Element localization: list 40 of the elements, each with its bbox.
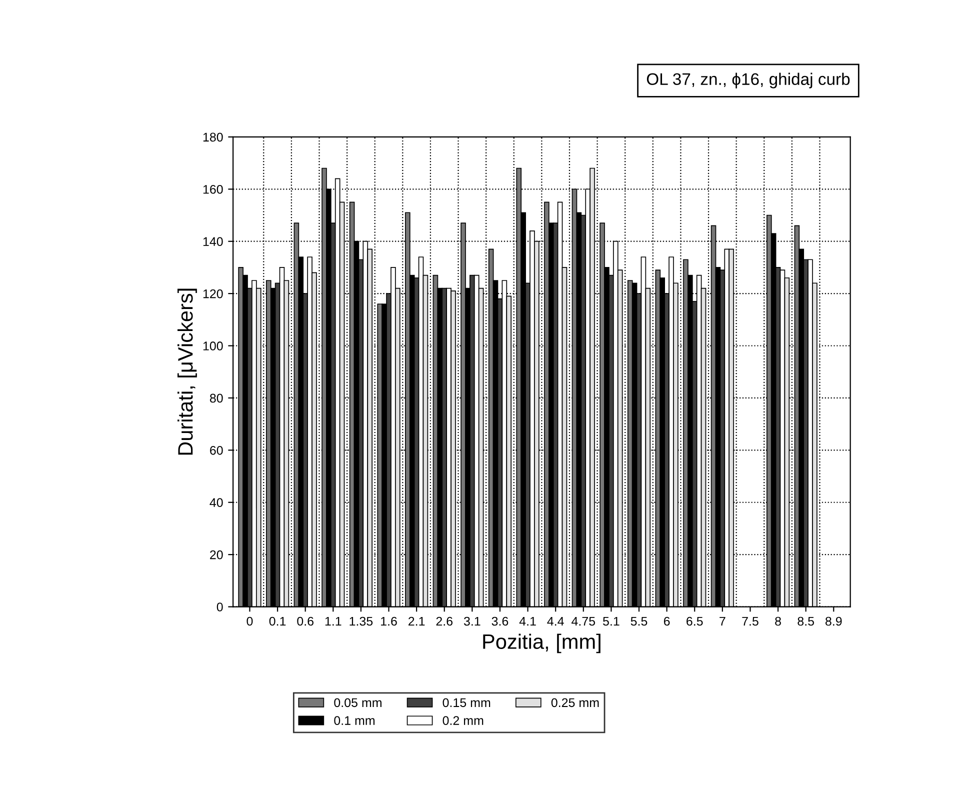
- y-tick-label: 0: [216, 602, 223, 612]
- legend-label: 0.1 mm: [334, 716, 375, 725]
- x-tick-label: 8.9: [826, 616, 842, 626]
- x-axis-title: Pozitia, [mm]: [483, 634, 600, 654]
- x-tick-label: 6.5: [686, 616, 703, 626]
- x-tick-label: 0.1: [269, 616, 286, 626]
- legend-label: 0.2 mm: [442, 716, 484, 725]
- y-tick-label: 100: [203, 342, 223, 350]
- y-tick-label: 60: [210, 446, 223, 455]
- chart-title: OL 37, zn., ϕ16, ghidaj curb: [646, 72, 850, 88]
- x-tick-label: 1.1: [325, 616, 342, 626]
- y-tick-label: 80: [210, 394, 223, 403]
- x-tick-label: 7: [720, 616, 726, 626]
- x-tick-label: 8.5: [798, 616, 814, 626]
- x-tick-label: 0: [246, 616, 253, 626]
- y-tick-label: 160: [203, 184, 223, 194]
- y-tick-label: 180: [203, 132, 223, 142]
- x-tick-label: 2.1: [408, 616, 425, 626]
- x-tick-label: 4.1: [519, 616, 536, 626]
- y-tick-label: 140: [203, 237, 223, 246]
- x-tick-label: 1.6: [381, 616, 397, 626]
- y-tick-label: 120: [203, 289, 223, 298]
- y-axis-title: Duritati, [μVickers]: [177, 288, 197, 455]
- x-tick-label: 4.4: [547, 616, 564, 626]
- x-tick-label: 0.6: [297, 616, 314, 626]
- legend-label: 0.15 mm: [442, 698, 490, 708]
- x-tick-label: 5.5: [630, 616, 648, 626]
- x-tick-label: 8: [775, 616, 781, 626]
- x-tick-label: 2.6: [436, 616, 453, 626]
- x-tick-label: 5.1: [603, 616, 620, 626]
- x-tick-label: 7.5: [742, 616, 758, 626]
- y-tick-label: 20: [210, 550, 223, 560]
- x-tick-label: 4.75: [572, 616, 596, 626]
- x-tick-label: 3.1: [464, 616, 480, 626]
- x-tick-label: 6: [664, 616, 670, 626]
- y-tick-label: 40: [210, 498, 223, 508]
- x-tick-label: 3.6: [492, 616, 508, 626]
- x-tick-label: 1.35: [350, 616, 373, 626]
- legend-label: 0.25 mm: [551, 698, 599, 708]
- legend-label: 0.05 mm: [334, 698, 382, 708]
